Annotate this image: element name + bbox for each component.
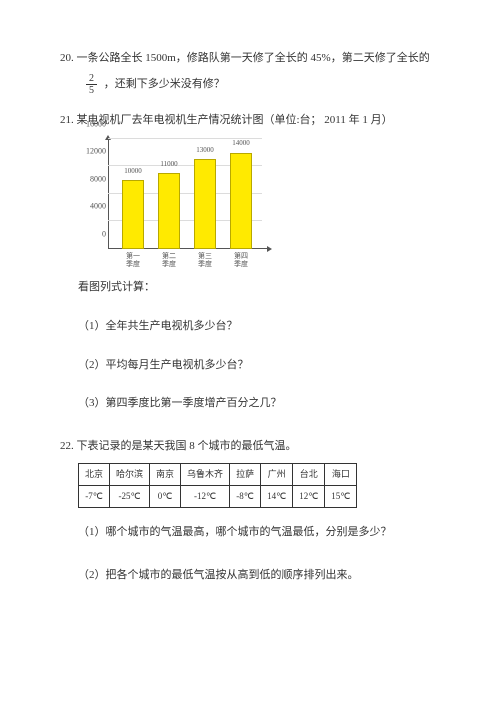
bar-value-label: 14000	[226, 137, 256, 150]
temp-cell: 14℃	[261, 486, 293, 508]
q22-sub2: （2）把各个城市的最低气温按从高到低的顺序排列出来。	[78, 565, 440, 586]
bar-value-label: 11000	[154, 158, 184, 171]
y-tick-label: 0	[78, 226, 106, 241]
x-tick-label: 第二季度	[154, 253, 184, 268]
q21-sub2: （2）平均每月生产电视机多少台？	[78, 355, 440, 376]
q20-line2-rest: ，还剩下多少米没有修？	[104, 78, 225, 90]
q22-sub1: （1）哪个城市的气温最高，哪个城市的气温最低，分别是多少？	[78, 522, 440, 543]
city-cell: 拉萨	[230, 464, 261, 486]
temp-cell: -7℃	[79, 486, 110, 508]
city-cell: 乌鲁木齐	[181, 464, 230, 486]
x-axis-arrow-icon	[267, 246, 272, 252]
q21-body: 看图列式计算： （1）全年共生产电视机多少台？ （2）平均每月生产电视机多少台？…	[78, 277, 440, 415]
y-tick-label: 12000	[78, 144, 106, 159]
city-cell: 南京	[150, 464, 181, 486]
q21-title: 21. 某电视机厂去年电视机生产情况统计图（单位:台； 2011 年 1 月）	[60, 110, 440, 131]
temp-cell: 0℃	[150, 486, 181, 508]
x-tick-label: 第四季度	[226, 253, 256, 268]
q22-title: 22. 下表记录的是某天我国 8 个城市的最低气温。	[60, 436, 440, 457]
temperature-table: 北京哈尔滨南京乌鲁木齐拉萨广州台北海口 -7℃-25℃0℃-12℃-8℃14℃1…	[78, 463, 357, 508]
city-cell: 哈尔滨	[110, 464, 150, 486]
city-cell: 海口	[325, 464, 357, 486]
temp-cell: -25℃	[110, 486, 150, 508]
q21-sub3: （3）第四季度比第一季度增产百分之几？	[78, 393, 440, 414]
bar	[194, 159, 216, 248]
bar	[122, 180, 144, 249]
fraction-denominator: 5	[86, 85, 97, 96]
temp-cell: 15℃	[325, 486, 357, 508]
temp-cell: -8℃	[230, 486, 261, 508]
bar-value-label: 13000	[190, 144, 220, 157]
x-tick-label: 第三季度	[190, 253, 220, 268]
temp-cell: -12℃	[181, 486, 230, 508]
city-cell: 台北	[293, 464, 325, 486]
city-cell: 广州	[261, 464, 293, 486]
bar-chart: 040008000120001600010000第一季度11000第二季度130…	[78, 139, 268, 269]
bar-value-label: 10000	[118, 165, 148, 178]
y-axis	[108, 139, 109, 249]
y-tick-label: 4000	[78, 199, 106, 214]
y-tick-label: 16000	[78, 116, 106, 131]
fraction-2-5: 2 5	[86, 73, 97, 96]
q20-line2: 2 5 ，还剩下多少米没有修？	[60, 73, 440, 96]
bar	[230, 153, 252, 249]
bar	[158, 173, 180, 249]
x-tick-label: 第一季度	[118, 253, 148, 268]
q22-body: （1）哪个城市的气温最高，哪个城市的气温最低，分别是多少？ （2）把各个城市的最…	[78, 522, 440, 586]
y-tick-label: 8000	[78, 171, 106, 186]
fraction-numerator: 2	[86, 73, 97, 85]
q21-sub1: （1）全年共生产电视机多少台？	[78, 316, 440, 337]
table-row: -7℃-25℃0℃-12℃-8℃14℃12℃15℃	[79, 486, 357, 508]
q20-line1: 20. 一条公路全长 1500m，修路队第一天修了全长的 45%，第二天修了全长…	[60, 48, 440, 69]
city-cell: 北京	[79, 464, 110, 486]
table-row: 北京哈尔滨南京乌鲁木齐拉萨广州台北海口	[79, 464, 357, 486]
q21-prompt: 看图列式计算：	[78, 277, 440, 298]
temp-cell: 12℃	[293, 486, 325, 508]
